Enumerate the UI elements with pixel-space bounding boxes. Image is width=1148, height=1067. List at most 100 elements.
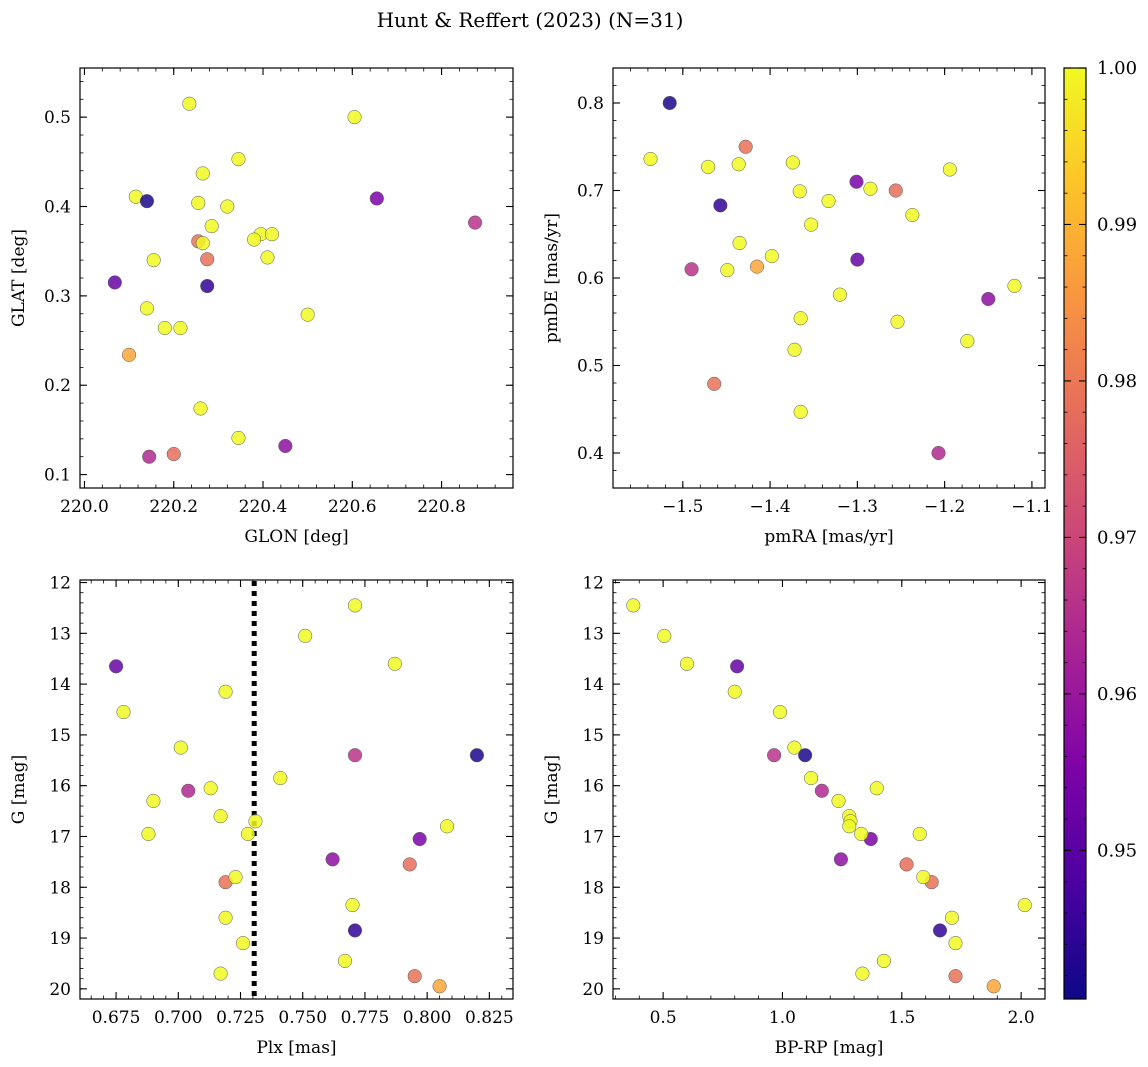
scatter-point <box>228 870 243 885</box>
scatter-point <box>643 151 658 167</box>
x-tick-label: 0.700 <box>154 1008 203 1028</box>
scatter-point <box>932 923 948 938</box>
scatter-point <box>832 287 847 302</box>
scatter-point <box>863 181 878 196</box>
scatter-point <box>869 781 884 796</box>
scatter-point <box>200 252 215 267</box>
scatter-point <box>191 195 206 210</box>
scatter-point <box>248 814 263 829</box>
scatter-point <box>899 857 914 872</box>
scatter-point <box>298 628 313 643</box>
y-tick-label: 0.5 <box>44 108 71 128</box>
panel-plx-g: 0.675 0.700 0.725 0.750 0.775 0.800 0.825 12 13 1… <box>9 574 514 1058</box>
scatter-point <box>387 656 402 671</box>
scatter-point <box>912 826 927 841</box>
y-tick-label: 0.4 <box>577 444 604 464</box>
scatter-point <box>831 793 846 808</box>
y-tick-label: 16 <box>582 777 604 797</box>
x-axis-label: BP-RP [mag] <box>775 1038 884 1058</box>
scatter-point <box>193 401 208 416</box>
scatter-point <box>204 219 219 234</box>
plot-frame <box>79 579 514 1000</box>
scatter-point <box>195 236 210 251</box>
scatter-point <box>146 793 161 808</box>
scatter-point <box>662 95 677 111</box>
scatter-point <box>182 96 197 111</box>
scatter-point <box>707 376 722 391</box>
scatter-point <box>888 183 903 198</box>
y-tick-label: 0.7 <box>577 182 604 202</box>
y-tick-label: 20 <box>582 980 604 1000</box>
y-tick-label: 15 <box>49 726 71 746</box>
scatter-point <box>325 852 340 867</box>
y-tick-label: 0.5 <box>577 357 604 377</box>
scatter-point <box>890 314 905 329</box>
y-tick-label: 17 <box>582 827 604 847</box>
scatter-point <box>139 301 155 316</box>
scatter-point <box>767 748 782 763</box>
scatter-point <box>139 194 155 209</box>
scatter-point <box>347 923 363 938</box>
scatter-point <box>235 936 251 951</box>
scatter-point <box>684 262 699 277</box>
scatter-point <box>347 598 363 613</box>
scatter-point <box>855 966 870 981</box>
x-tick-label: −1.4 <box>749 497 790 517</box>
y-tick-label: 13 <box>49 624 71 644</box>
y-tick-label: 19 <box>49 929 71 949</box>
panel-pmra-pmde: −1.5 −1.4 −1.3 −1.2 −1.1 0.4 0.5 0.6 0.7 0.8 pmRA … <box>542 67 1053 547</box>
plot-frame <box>612 67 1046 489</box>
scatter-point <box>181 783 196 798</box>
x-axis-label: pmRA [mas/yr] <box>764 527 893 547</box>
plot-frame <box>79 67 514 489</box>
x-tick-label: −1.2 <box>924 497 965 517</box>
scatter-point <box>468 215 483 230</box>
y-tick-label: 0.6 <box>577 269 604 289</box>
scatter-point <box>412 831 427 847</box>
scatter-point <box>469 748 484 763</box>
scatter-point <box>369 191 384 206</box>
x-tick-label: 0.750 <box>278 1008 327 1028</box>
x-tick-label: 0.5 <box>650 1008 677 1028</box>
y-tick-label: 0.3 <box>44 287 71 307</box>
y-axis-label: G [mag] <box>542 755 562 824</box>
y-tick-label: 14 <box>49 675 71 695</box>
scatter-point <box>116 704 131 720</box>
y-axis-label: pmDE [mas/yr] <box>542 213 562 343</box>
scatter-point <box>960 333 975 349</box>
scatter-point <box>220 199 235 214</box>
scatter-point <box>347 748 363 763</box>
scatter-point <box>122 347 137 362</box>
x-tick-label: 220.6 <box>328 497 377 517</box>
scatter-point <box>347 110 362 125</box>
y-tick-label: 12 <box>49 574 71 594</box>
scatter-point <box>876 953 891 968</box>
x-tick-label: 0.675 <box>92 1008 141 1028</box>
scatter-point <box>173 320 188 336</box>
scatter-point <box>273 771 288 786</box>
scatter-point <box>402 857 417 872</box>
scatter-point <box>213 966 228 981</box>
scatter-point <box>833 852 848 867</box>
scatter-point <box>626 598 641 613</box>
scatter-point <box>1017 897 1032 913</box>
x-tick-label: 220.2 <box>149 497 198 517</box>
scatter-point <box>814 783 829 798</box>
y-tick-label: 19 <box>582 929 604 949</box>
scatter-point <box>849 174 864 189</box>
x-axis-label: Plx [mas] <box>256 1038 336 1058</box>
scatter-point <box>701 159 716 174</box>
y-tick-label: 0.1 <box>44 466 71 486</box>
scatter-point <box>905 207 920 223</box>
scatter-point <box>213 809 228 824</box>
scatter-point <box>793 311 808 326</box>
y-tick-label: 18 <box>49 878 71 898</box>
x-tick-label: 0.825 <box>465 1008 514 1028</box>
scatter-point <box>764 249 779 264</box>
y-tick-label: 20 <box>49 980 71 1000</box>
x-tick-label: 2.0 <box>1008 1008 1035 1028</box>
scatter-point <box>948 936 963 951</box>
y-tick-label: 16 <box>49 777 71 797</box>
scatter-point <box>337 953 353 968</box>
scatter-point <box>713 198 728 213</box>
